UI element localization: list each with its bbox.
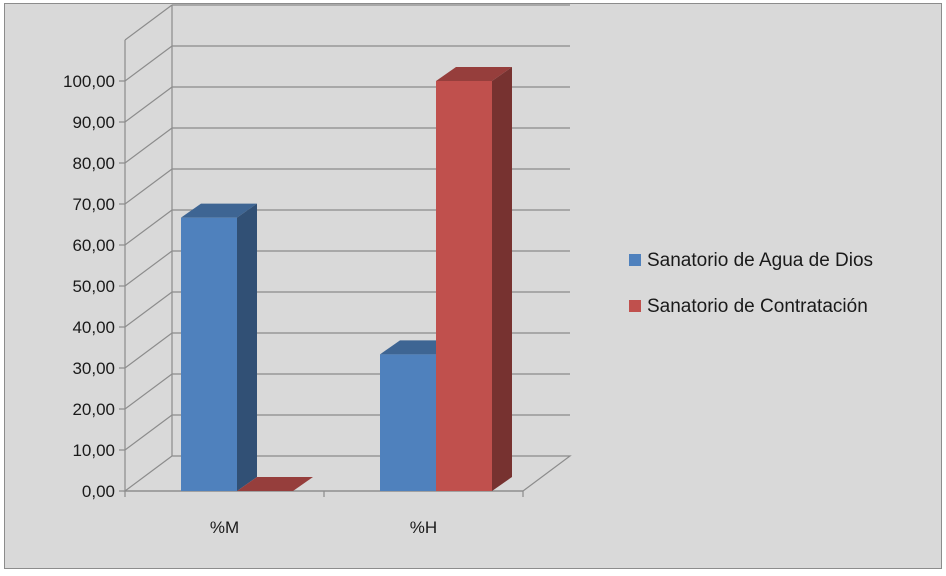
side-gridline	[124, 168, 173, 205]
side-gridline	[124, 414, 173, 451]
side-gridline-top	[124, 4, 173, 41]
bar	[181, 203, 257, 491]
bar-top	[181, 203, 257, 218]
axis-labels: 0,00 10,00 20,00 30,00 40,00 50,00 60,00 70,00 8…	[63, 72, 437, 537]
side-gridline	[124, 86, 173, 123]
side-gridline	[124, 373, 173, 410]
y-tick-label: 70,00	[72, 195, 115, 214]
bar-side	[492, 67, 512, 491]
side-gridline	[124, 209, 173, 246]
legend: Sanatorio de Agua de Dios Sanatorio de Co…	[629, 250, 873, 317]
y-tick-label: 0,00	[82, 482, 115, 501]
legend-label: Sanatorio de Agua de Dios	[647, 250, 873, 271]
side-gridline	[124, 127, 173, 164]
side-gridline	[124, 45, 173, 82]
bar	[436, 67, 512, 491]
x-category-label: %H	[410, 518, 437, 537]
legend-swatch	[629, 254, 641, 266]
bar-top	[237, 477, 313, 491]
x-category-label: %M	[210, 518, 239, 537]
legend-label: Sanatorio de Contratación	[647, 296, 868, 317]
y-tick-label: 60,00	[72, 236, 115, 255]
y-tick-label: 80,00	[72, 154, 115, 173]
bar-chart: 0,00 10,00 20,00 30,00 40,00 50,00 60,00 70,00 8…	[63, 4, 873, 537]
bar-front	[380, 354, 436, 491]
y-tick-label: 50,00	[72, 277, 115, 296]
y-tick-label: 30,00	[72, 359, 115, 378]
bars	[181, 67, 512, 491]
y-tick-label: 90,00	[72, 113, 115, 132]
bar-front	[436, 81, 492, 491]
y-tick-label: 10,00	[72, 441, 115, 460]
y-tick-label: 100,00	[63, 72, 115, 91]
bar	[237, 477, 313, 491]
bar-front	[181, 217, 237, 491]
y-tick-label: 20,00	[72, 400, 115, 419]
side-gridline	[124, 250, 173, 287]
bar-top	[436, 67, 512, 81]
y-tick-label: 40,00	[72, 318, 115, 337]
chart-area: 0,00 10,00 20,00 30,00 40,00 50,00 60,00 70,00 8…	[4, 3, 942, 569]
side-gridline	[124, 291, 173, 328]
bar-side	[237, 203, 257, 491]
legend-swatch	[629, 300, 641, 312]
side-gridline	[124, 332, 173, 369]
